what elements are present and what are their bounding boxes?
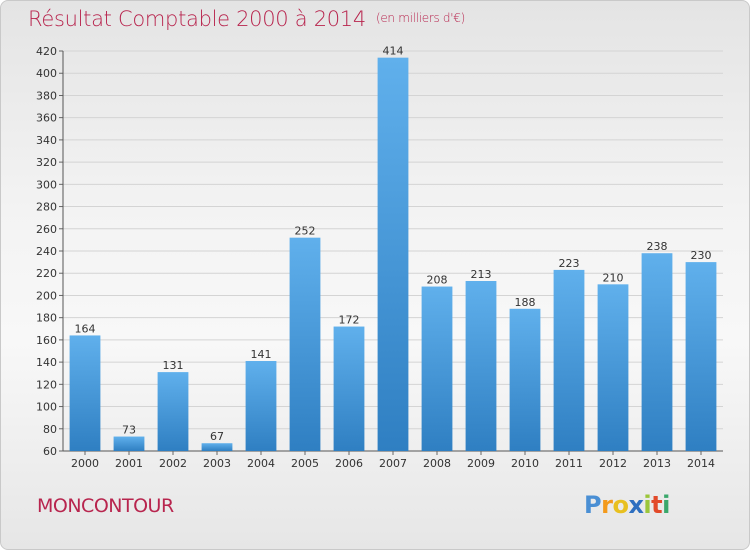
bar xyxy=(597,284,629,451)
x-tick-label: 2002 xyxy=(159,457,187,470)
logo-letter: i xyxy=(643,491,652,519)
bar xyxy=(465,281,497,451)
y-tick-label: 220 xyxy=(36,267,57,280)
x-tick-label: 2012 xyxy=(599,457,627,470)
y-tick-label: 340 xyxy=(36,134,57,147)
x-tick-label: 2004 xyxy=(247,457,275,470)
x-tick-label: 2008 xyxy=(423,457,451,470)
bar xyxy=(553,269,585,451)
bar xyxy=(421,286,453,451)
x-tick-label: 2003 xyxy=(203,457,231,470)
y-tick-label: 60 xyxy=(43,445,57,458)
y-tick-label: 200 xyxy=(36,289,57,302)
logo-letter: o xyxy=(612,491,629,519)
data-label: 131 xyxy=(163,359,184,372)
y-tick-label: 80 xyxy=(43,423,57,436)
x-tick-label: 2009 xyxy=(467,457,495,470)
y-tick-label: 100 xyxy=(36,401,57,414)
logo-letter: r xyxy=(601,491,613,519)
data-label: 238 xyxy=(647,240,668,253)
bar xyxy=(245,361,277,451)
data-label: 414 xyxy=(383,45,404,58)
bar xyxy=(113,436,145,451)
bar xyxy=(377,57,409,452)
y-tick-label: 320 xyxy=(36,156,57,169)
y-tick-label: 280 xyxy=(36,201,57,214)
data-label: 252 xyxy=(295,225,316,238)
data-label: 188 xyxy=(515,296,536,309)
x-tick-label: 2005 xyxy=(291,457,319,470)
chart-title-text: Résultat Comptable 2000 à 2014 xyxy=(28,7,366,31)
bar xyxy=(685,262,717,451)
logo-letter: x xyxy=(628,491,644,519)
bar xyxy=(201,443,233,451)
bar xyxy=(333,326,365,451)
bar xyxy=(69,335,101,451)
data-labels: 164 73 131 67 141 252 172 414 208 213 188 223 210 238… xyxy=(75,45,712,444)
data-label: 208 xyxy=(427,274,448,287)
x-tick-label: 2007 xyxy=(379,457,407,470)
data-label: 141 xyxy=(251,348,272,361)
y-tick-label: 380 xyxy=(36,89,57,102)
proxiti-logo[interactable]: Proxiti xyxy=(584,491,670,519)
bar xyxy=(157,372,189,451)
y-tick-label: 420 xyxy=(36,45,57,58)
data-label: 172 xyxy=(339,314,360,327)
logo-letter: P xyxy=(584,491,602,519)
unit-note: (en milliers d'€) xyxy=(375,11,465,25)
x-tick-label: 2006 xyxy=(335,457,363,470)
data-label: 223 xyxy=(559,257,580,270)
y-tick-label: 400 xyxy=(36,67,57,80)
x-tick-label: 2010 xyxy=(511,457,539,470)
data-label: 73 xyxy=(122,424,136,437)
y-tick-label: 360 xyxy=(36,112,57,125)
data-label: 213 xyxy=(471,268,492,281)
bar xyxy=(641,253,673,451)
bar xyxy=(509,308,541,451)
data-label: 164 xyxy=(75,322,96,335)
y-tick-label: 300 xyxy=(36,178,57,191)
bar xyxy=(289,237,321,451)
data-label: 210 xyxy=(603,271,624,284)
y-tick-label: 240 xyxy=(36,245,57,258)
bars xyxy=(69,57,717,452)
chart-title: Résultat Comptable 2000 à 2014 (en millie… xyxy=(28,7,465,31)
y-tick-label: 120 xyxy=(36,378,57,391)
city-name: MONCONTOUR xyxy=(37,495,174,517)
logo-letter: t xyxy=(651,491,663,519)
y-tick-label: 160 xyxy=(36,334,57,347)
data-label: 230 xyxy=(691,249,712,262)
y-tick-label: 140 xyxy=(36,356,57,369)
x-tick-label: 2013 xyxy=(643,457,671,470)
logo-letter: i xyxy=(662,491,670,519)
x-tick-label: 2000 xyxy=(71,457,99,470)
y-tick-label: 180 xyxy=(36,312,57,325)
data-label: 67 xyxy=(210,430,224,443)
x-tick-label: 2014 xyxy=(687,457,715,470)
x-tick-label: 2001 xyxy=(115,457,143,470)
axes: 60 80 100 120 140 160 180 200 220 240 260 280 300 320… xyxy=(36,45,723,470)
x-tick-label: 2011 xyxy=(555,457,583,470)
y-tick-label: 260 xyxy=(36,223,57,236)
